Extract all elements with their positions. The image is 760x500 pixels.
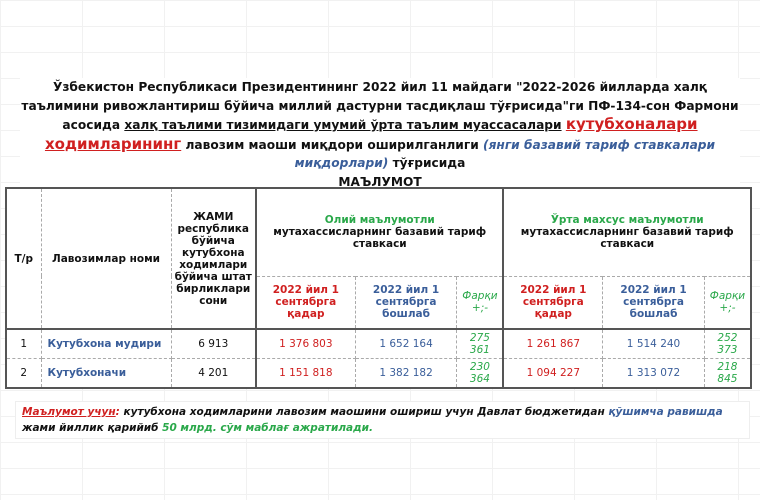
group-subtitle: мутахассисларнинг базавий тариф ставкаси xyxy=(273,226,487,251)
cell-diff: 275 361 xyxy=(456,328,504,359)
document-title: Ўзбекистон Республикаси Президентининг 2… xyxy=(20,78,740,191)
row-num: 2 xyxy=(5,358,42,389)
note-green-text: 50 млрд. сўм маблағ ажратилади. xyxy=(162,422,373,434)
group-title: Олий маълумотли xyxy=(324,214,435,227)
note-colon: : xyxy=(115,406,124,418)
cell-diff: 230 364 xyxy=(456,358,504,389)
note-blue-text: қўшимча равишда xyxy=(608,406,723,418)
title-heading: МАЪЛУМОТ xyxy=(338,174,422,189)
title-text-3: тўғрисида xyxy=(388,156,466,170)
cell-value: 1 652 164 xyxy=(354,328,458,359)
row-total: 6 913 xyxy=(170,328,257,359)
table-row: 1 Кутубхона мудири 6 913 1 376 803 1 652… xyxy=(5,328,752,359)
group-header-higher: Олий маълумотли мутахассисларнинг базавий… xyxy=(254,187,504,277)
row-name: Кутубхона мудири xyxy=(40,328,172,359)
cell-value: 1 382 182 xyxy=(354,358,458,389)
sub-after: 2022 йил 1 сентябрга бошлаб xyxy=(602,275,705,330)
cell-diff: 252 373 xyxy=(703,328,752,359)
table-row: 2 Кутубхоначи 4 201 1 151 818 1 382 182 … xyxy=(5,358,752,389)
row-num: 1 xyxy=(5,328,42,359)
sub-before: 2022 йил 1 сентябрга қадар xyxy=(502,275,604,330)
cell-diff: 218 845 xyxy=(703,358,752,389)
title-text-2: лавозим маоши миқдори оширилганлиги xyxy=(181,137,483,152)
note-text-2: жами йиллик қарийиб xyxy=(22,422,163,434)
title-underlined: халқ таълими тизимидаги умумий ўрта таъл… xyxy=(124,118,562,132)
row-name: Кутубхоначи xyxy=(40,358,172,389)
header-name: Лавозимлар номи xyxy=(40,187,172,330)
sub-diff: Фарқи +;- xyxy=(703,275,752,330)
header-total: ЖАМИ республика бўйича кутубхона ходимла… xyxy=(170,187,257,330)
title-text: Ўзбекистон Республикаси Президентининг 2… xyxy=(21,80,739,132)
sub-diff: Фарқи +;- xyxy=(456,275,504,330)
salary-table: Т/р Лавозимлар номи ЖАМИ республика бўйи… xyxy=(5,187,752,389)
header-num: Т/р xyxy=(5,187,42,330)
row-total: 4 201 xyxy=(170,358,257,389)
sub-after: 2022 йил 1 сентябрга бошлаб xyxy=(354,275,458,330)
title-highlight: кутубхоналари ходимларининг xyxy=(44,115,698,153)
cell-value: 1 514 240 xyxy=(602,328,705,359)
cell-value: 1 376 803 xyxy=(254,328,356,359)
cell-value: 1 094 227 xyxy=(502,358,604,389)
group-title: Ўрта махсус маълумотли xyxy=(550,214,704,227)
cell-value: 1 313 072 xyxy=(602,358,705,389)
note-label: Маълумот учун xyxy=(22,406,116,418)
info-note: Маълумот учун: кутубхона ходимларини лав… xyxy=(15,401,750,439)
title-italic: (янги базавий тариф ставкалари миқдорлар… xyxy=(294,137,716,171)
note-text: кутубхона ходимларини лавозим маошини ош… xyxy=(123,406,609,418)
group-subtitle: мутахассисларнинг базавий тариф ставкаси xyxy=(520,226,734,251)
group-header-secondary: Ўрта махсус маълумотли мутахассисларнинг … xyxy=(502,187,752,277)
cell-value: 1 261 867 xyxy=(502,328,604,359)
sub-before: 2022 йил 1 сентябрга қадар xyxy=(254,275,356,330)
cell-value: 1 151 818 xyxy=(254,358,356,389)
